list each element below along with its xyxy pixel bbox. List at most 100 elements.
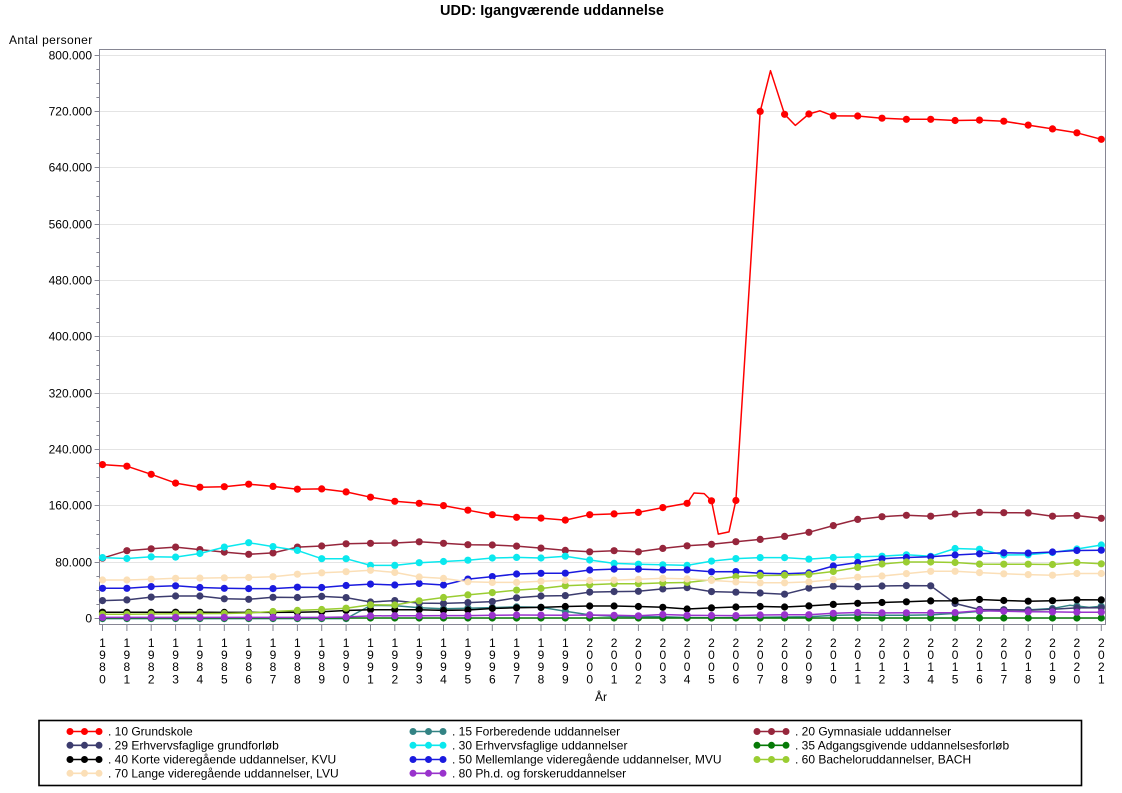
svg-text:2: 2 xyxy=(1074,636,1081,650)
svg-text:1: 1 xyxy=(391,636,398,650)
svg-text:1: 1 xyxy=(611,672,618,686)
svg-text:480.000: 480.000 xyxy=(49,274,93,288)
svg-text:0: 0 xyxy=(611,660,618,674)
svg-text:9: 9 xyxy=(367,660,374,674)
svg-text:9: 9 xyxy=(318,648,325,662)
svg-text:0: 0 xyxy=(611,648,618,662)
svg-text:720.000: 720.000 xyxy=(49,105,93,119)
svg-text:. 35 Adgangsgivende uddannelse: . 35 Adgangsgivende uddannelsesforløb xyxy=(795,739,1009,753)
svg-text:. 70 Lange videregående uddann: . 70 Lange videregående uddannelser, LVU xyxy=(108,767,339,781)
svg-text:2: 2 xyxy=(757,636,764,650)
svg-text:320.000: 320.000 xyxy=(49,387,93,401)
svg-text:0: 0 xyxy=(1025,648,1032,662)
svg-text:3: 3 xyxy=(416,672,423,686)
svg-text:0: 0 xyxy=(684,660,691,674)
svg-text:6: 6 xyxy=(976,672,983,686)
svg-text:9: 9 xyxy=(343,660,350,674)
svg-text:560.000: 560.000 xyxy=(49,218,93,232)
svg-text:0: 0 xyxy=(1098,648,1105,662)
svg-text:80.000: 80.000 xyxy=(55,556,92,570)
svg-text:. 40 Korte videregående uddann: . 40 Korte videregående uddannelser, KVU xyxy=(108,753,336,767)
svg-text:0: 0 xyxy=(903,648,910,662)
svg-text:0: 0 xyxy=(733,648,740,662)
svg-text:9: 9 xyxy=(465,660,472,674)
svg-text:1: 1 xyxy=(513,636,520,650)
svg-text:0: 0 xyxy=(781,660,788,674)
svg-text:4: 4 xyxy=(197,672,204,686)
svg-text:9: 9 xyxy=(513,648,520,662)
svg-text:0: 0 xyxy=(1074,648,1081,662)
svg-text:1: 1 xyxy=(367,672,374,686)
svg-text:8: 8 xyxy=(197,660,204,674)
svg-text:3: 3 xyxy=(903,672,910,686)
svg-text:9: 9 xyxy=(367,648,374,662)
svg-text:7: 7 xyxy=(1000,672,1007,686)
svg-text:2: 2 xyxy=(635,672,642,686)
svg-text:. 15 Forberedende uddannelser: . 15 Forberedende uddannelser xyxy=(452,725,620,739)
svg-text:1: 1 xyxy=(1098,672,1105,686)
svg-text:8: 8 xyxy=(99,660,106,674)
svg-text:9: 9 xyxy=(1049,672,1056,686)
svg-text:1: 1 xyxy=(148,636,155,650)
svg-text:2: 2 xyxy=(611,636,618,650)
svg-text:9: 9 xyxy=(416,648,423,662)
svg-text:0: 0 xyxy=(343,672,350,686)
svg-text:2: 2 xyxy=(391,672,398,686)
svg-text:2: 2 xyxy=(1098,660,1105,674)
svg-text:1: 1 xyxy=(318,636,325,650)
svg-text:5: 5 xyxy=(221,672,228,686)
svg-text:1: 1 xyxy=(172,636,179,650)
svg-text:2: 2 xyxy=(148,672,155,686)
svg-text:6: 6 xyxy=(245,672,252,686)
svg-text:9: 9 xyxy=(513,660,520,674)
svg-text:1: 1 xyxy=(1000,660,1007,674)
svg-text:9: 9 xyxy=(440,660,447,674)
svg-text:. 10 Grundskole: . 10 Grundskole xyxy=(108,725,193,739)
svg-text:9: 9 xyxy=(489,660,496,674)
svg-text:2: 2 xyxy=(733,636,740,650)
svg-text:9: 9 xyxy=(270,648,277,662)
svg-text:9: 9 xyxy=(172,648,179,662)
svg-text:640.000: 640.000 xyxy=(49,161,93,175)
svg-text:År: År xyxy=(595,689,607,704)
svg-text:8: 8 xyxy=(318,660,325,674)
svg-text:2: 2 xyxy=(684,636,691,650)
svg-text:0: 0 xyxy=(952,648,959,662)
svg-text:0: 0 xyxy=(757,660,764,674)
svg-text:2: 2 xyxy=(806,636,813,650)
svg-text:0: 0 xyxy=(806,660,813,674)
svg-text:0: 0 xyxy=(586,672,593,686)
svg-text:0: 0 xyxy=(99,672,106,686)
svg-text:9: 9 xyxy=(391,648,398,662)
svg-text:9: 9 xyxy=(489,648,496,662)
svg-text:1: 1 xyxy=(879,660,886,674)
svg-text:1: 1 xyxy=(952,660,959,674)
svg-text:2: 2 xyxy=(586,636,593,650)
svg-text:8: 8 xyxy=(221,660,228,674)
svg-text:1: 1 xyxy=(1049,660,1056,674)
svg-text:2: 2 xyxy=(903,636,910,650)
svg-text:5: 5 xyxy=(465,672,472,686)
svg-text:1: 1 xyxy=(343,636,350,650)
svg-text:3: 3 xyxy=(659,672,666,686)
svg-text:9: 9 xyxy=(294,648,301,662)
svg-text:2: 2 xyxy=(659,636,666,650)
svg-text:9: 9 xyxy=(318,672,325,686)
svg-text:2: 2 xyxy=(1000,636,1007,650)
svg-text:8: 8 xyxy=(1025,672,1032,686)
svg-text:1: 1 xyxy=(854,660,861,674)
svg-text:0: 0 xyxy=(659,660,666,674)
svg-text:1: 1 xyxy=(245,636,252,650)
svg-text:0: 0 xyxy=(586,648,593,662)
svg-text:. 80 Ph.d. og forskeruddannels: . 80 Ph.d. og forskeruddannelser xyxy=(452,767,626,781)
svg-text:0: 0 xyxy=(733,660,740,674)
svg-text:7: 7 xyxy=(270,672,277,686)
svg-text:8: 8 xyxy=(148,660,155,674)
svg-text:8: 8 xyxy=(270,660,277,674)
svg-text:1: 1 xyxy=(489,636,496,650)
svg-text:9: 9 xyxy=(124,648,131,662)
svg-text:2: 2 xyxy=(781,636,788,650)
svg-text:0: 0 xyxy=(854,648,861,662)
svg-text:. 60 Bacheloruddannelser, BACH: . 60 Bacheloruddannelser, BACH xyxy=(795,753,971,767)
svg-text:8: 8 xyxy=(124,660,131,674)
